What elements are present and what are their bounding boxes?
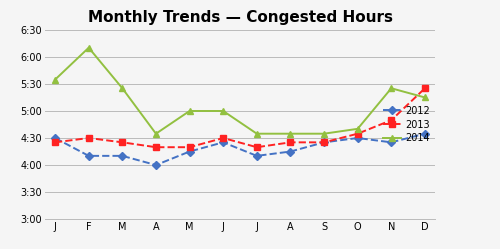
2012 xyxy=(153,164,159,167)
2013 xyxy=(186,146,192,149)
2014 xyxy=(254,132,260,135)
2013 xyxy=(220,136,226,139)
2012 xyxy=(52,136,58,139)
2014 xyxy=(422,96,428,99)
Legend: 2012, 2013, 2014: 2012, 2013, 2014 xyxy=(383,106,430,143)
2013 xyxy=(254,146,260,149)
2014 xyxy=(86,46,91,49)
2014 xyxy=(220,110,226,113)
2013 xyxy=(388,119,394,122)
2013 xyxy=(86,136,91,139)
2012 xyxy=(422,132,428,135)
2012 xyxy=(120,154,126,157)
Line: 2013: 2013 xyxy=(52,85,428,150)
2012 xyxy=(354,136,360,139)
2014 xyxy=(186,110,192,113)
2014 xyxy=(52,78,58,81)
2013 xyxy=(120,141,126,144)
Title: Monthly Trends — Congested Hours: Monthly Trends — Congested Hours xyxy=(88,9,393,25)
Line: 2014: 2014 xyxy=(52,45,428,136)
2012 xyxy=(388,141,394,144)
2013 xyxy=(153,146,159,149)
2012 xyxy=(288,150,294,153)
2014 xyxy=(354,127,360,130)
2012 xyxy=(86,154,91,157)
2012 xyxy=(254,154,260,157)
2012 xyxy=(321,141,327,144)
2013 xyxy=(354,132,360,135)
2014 xyxy=(153,132,159,135)
2014 xyxy=(288,132,294,135)
2012 xyxy=(186,150,192,153)
2014 xyxy=(120,87,126,90)
2014 xyxy=(321,132,327,135)
2013 xyxy=(321,141,327,144)
2013 xyxy=(422,87,428,90)
2013 xyxy=(288,141,294,144)
2014 xyxy=(388,87,394,90)
2012 xyxy=(220,141,226,144)
Line: 2012: 2012 xyxy=(52,131,428,168)
2013 xyxy=(52,141,58,144)
